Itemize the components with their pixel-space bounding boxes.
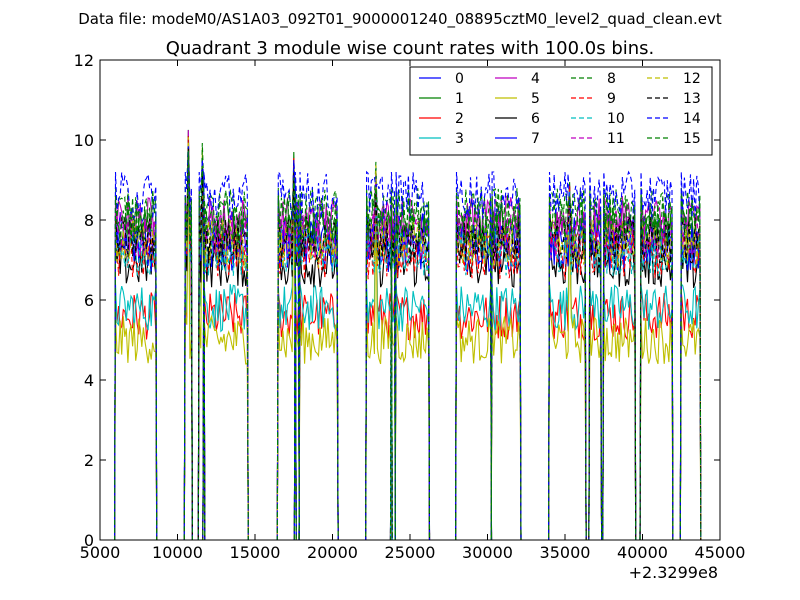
legend-label-3: 3 (455, 131, 464, 147)
x-tick-label: 25000 (385, 543, 436, 562)
axis-ticks: 5000 10000 15000 20000 25000 30000 35000 40000 4… (74, 51, 746, 562)
legend-label-7: 7 (531, 131, 540, 147)
legend-label-15: 15 (683, 131, 701, 147)
x-tick-label: 30000 (462, 543, 513, 562)
legend-label-6: 6 (531, 111, 540, 127)
x-tick-label: 45000 (695, 543, 746, 562)
series-line-6 (114, 148, 702, 541)
y-tick-label: 4 (84, 371, 94, 390)
x-tick-label: 10000 (152, 543, 203, 562)
y-tick-label: 10 (74, 131, 94, 150)
legend-label-2: 2 (455, 111, 464, 127)
chart-title: Quadrant 3 module wise count rates with … (166, 38, 655, 59)
series-line-15 (114, 150, 702, 541)
y-tick-label: 6 (84, 291, 94, 310)
x-tick-label: 40000 (617, 543, 668, 562)
legend-label-11: 11 (607, 131, 625, 147)
x-tick-label: 15000 (230, 543, 281, 562)
y-tick-label: 12 (74, 51, 94, 70)
legend-label-5: 5 (531, 91, 540, 107)
x-tick-label: 20000 (307, 543, 358, 562)
series-line-9 (114, 136, 702, 541)
y-tick-label: 8 (84, 211, 94, 230)
series-line-8 (114, 136, 702, 541)
legend-label-14: 14 (683, 111, 701, 127)
legend-label-9: 9 (607, 91, 616, 107)
legend-label-1: 1 (455, 91, 464, 107)
x-tick-label: 35000 (540, 543, 591, 562)
legend-label-0: 0 (455, 71, 464, 87)
y-tick-label: 0 (84, 531, 94, 550)
legend-label-12: 12 (683, 71, 701, 87)
legend-label-4: 4 (531, 71, 540, 87)
data-file-caption: Data file: modeM0/AS1A03_092T01_90000012… (78, 10, 722, 29)
plot-area (114, 129, 702, 541)
series-line-12 (114, 137, 702, 541)
y-tick-label: 2 (84, 451, 94, 470)
legend-label-8: 8 (607, 71, 616, 87)
legend-box (409, 66, 713, 156)
x-offset-label: +2.3299e8 (629, 563, 718, 582)
series-line-5 (114, 144, 702, 541)
x-tick-label: 5000 (80, 543, 121, 562)
series-line-3 (114, 140, 702, 541)
legend-label-13: 13 (683, 91, 701, 107)
legend-label-10: 10 (607, 111, 625, 127)
